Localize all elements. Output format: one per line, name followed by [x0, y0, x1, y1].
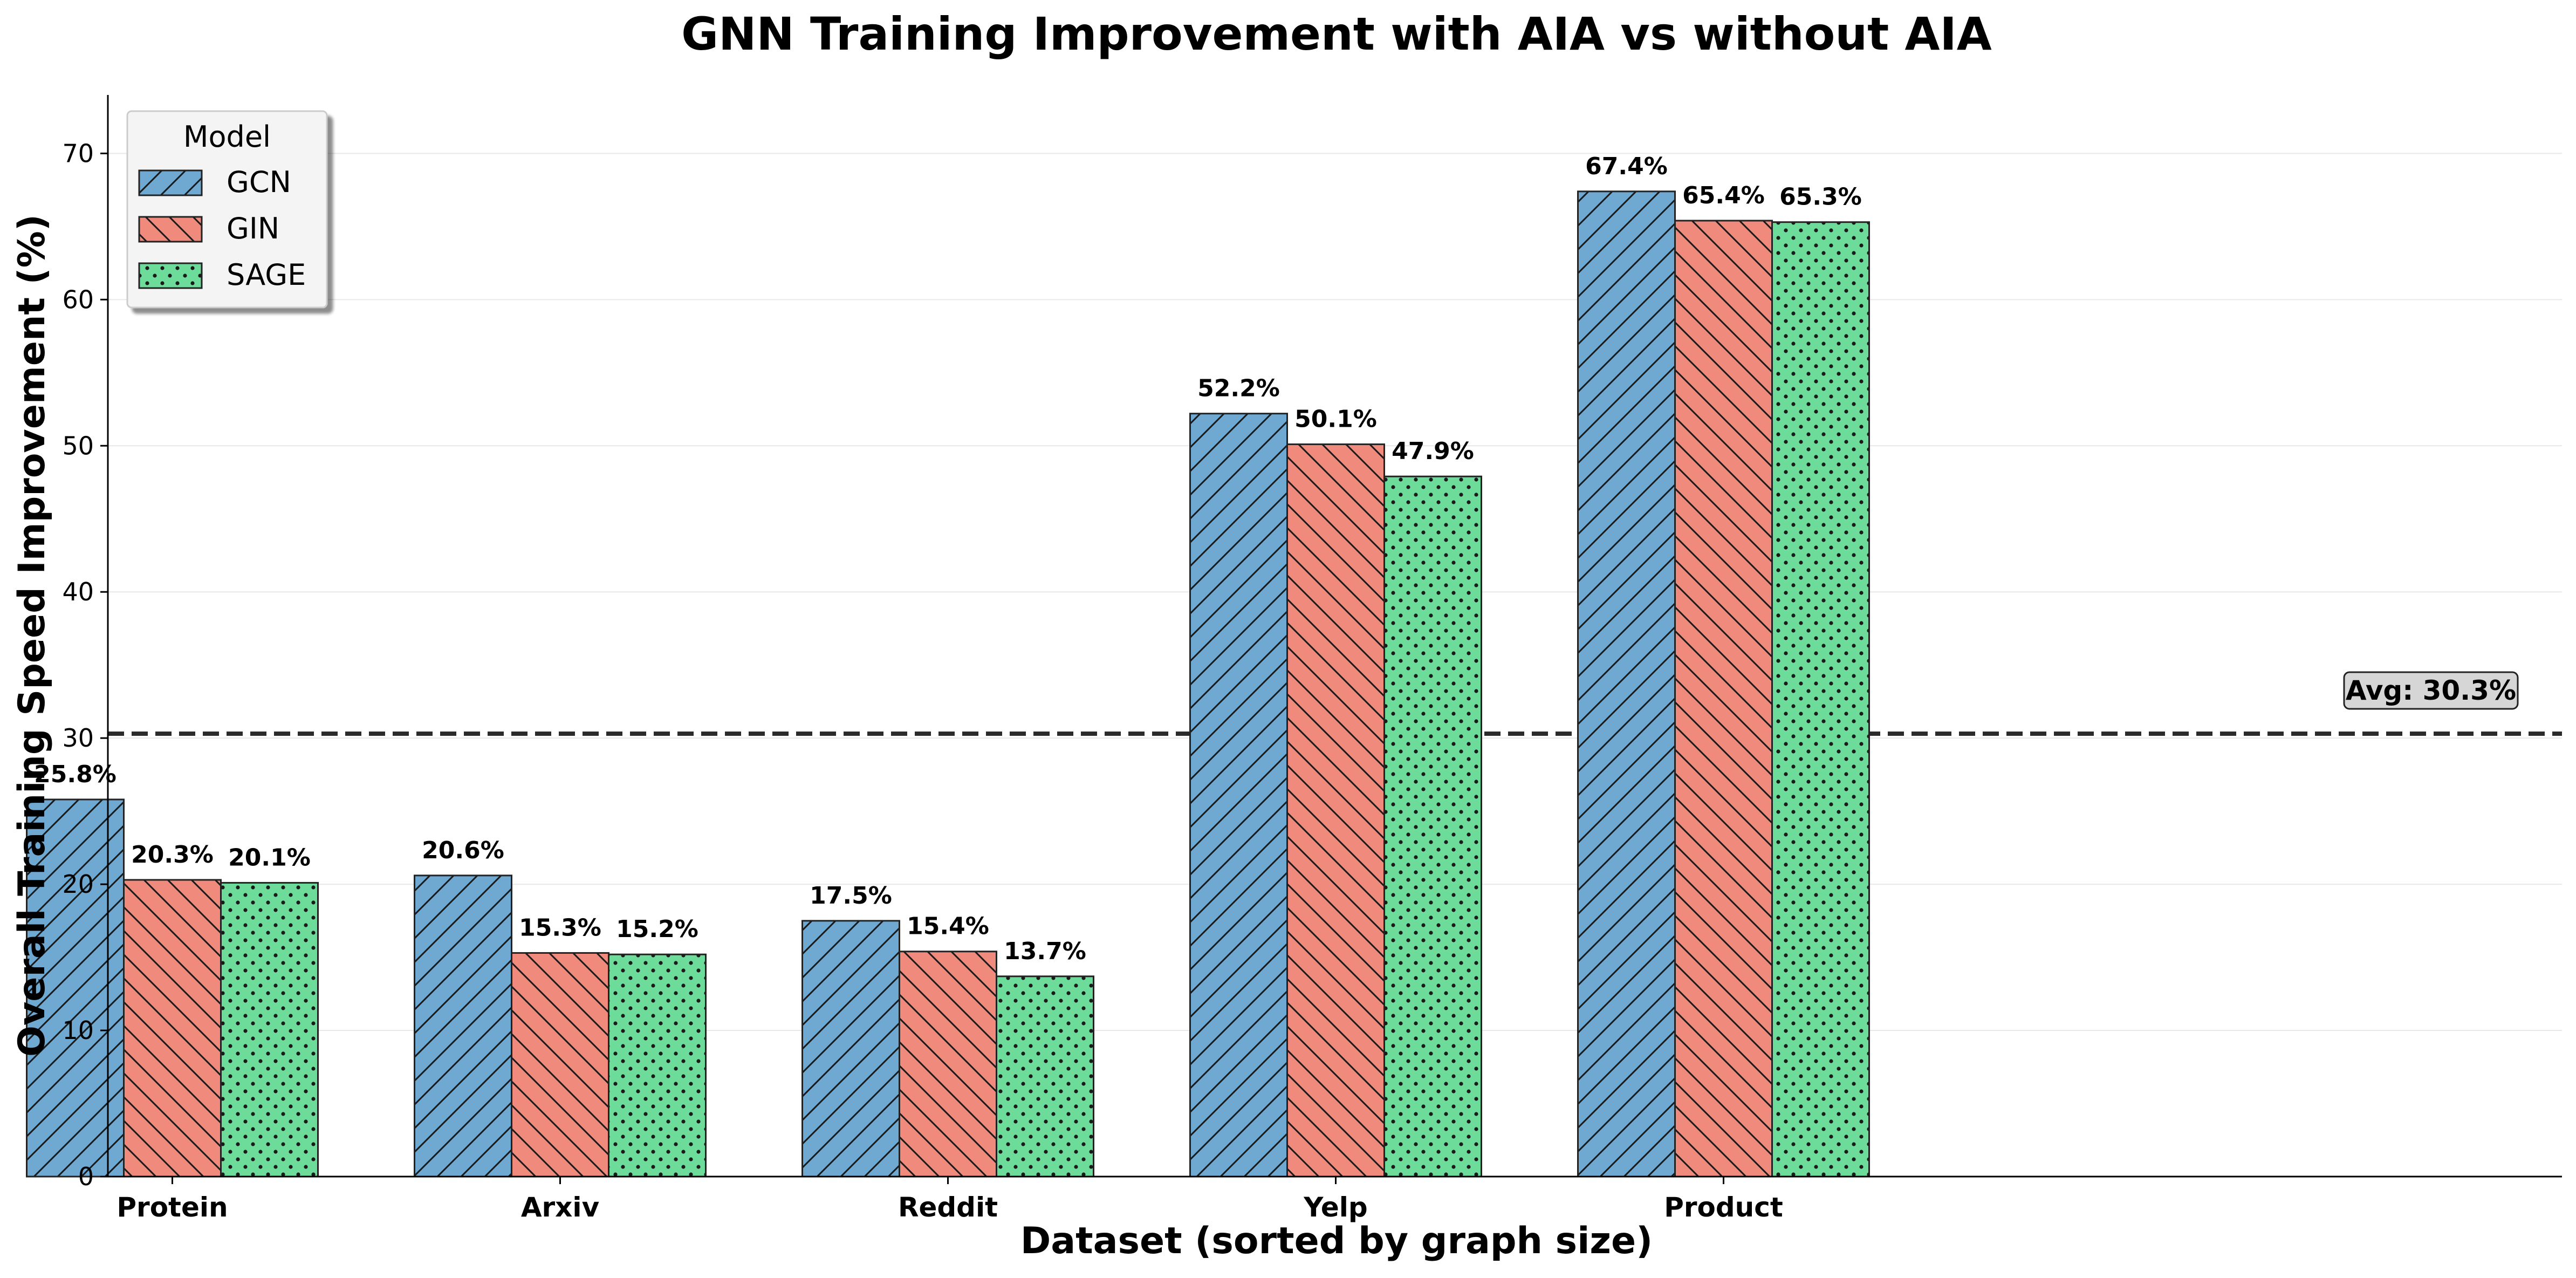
legend-frame	[126, 110, 328, 309]
bar-gcn-reddit[interactable]	[801, 920, 900, 1178]
x-tick-label-product: Product	[1664, 1192, 1783, 1223]
bar-sage-reddit[interactable]	[996, 975, 1094, 1178]
bar-gin-reddit[interactable]	[899, 951, 997, 1178]
legend[interactable]: Model GCN GIN SAGE	[126, 110, 328, 309]
bar-gcn-yelp[interactable]	[1189, 413, 1288, 1178]
y-axis-title: Overall Training Speed Improvement (%)	[11, 214, 53, 1057]
bar-value-label: 20.3%	[131, 841, 214, 869]
bar-value-label: 52.2%	[1197, 375, 1280, 402]
bar-value-label: 47.9%	[1392, 438, 1474, 465]
legend-swatch-gcn	[138, 169, 203, 196]
legend-swatch-sage	[138, 262, 203, 289]
legend-title: Model	[183, 120, 271, 154]
bar-sage-yelp[interactable]	[1383, 475, 1482, 1178]
bar-value-label: 15.4%	[907, 913, 989, 940]
bar-gin-protein[interactable]	[123, 879, 222, 1178]
y-tick-label: 0	[78, 1162, 94, 1191]
bar-value-label: 13.7%	[1004, 938, 1086, 965]
bar-sage-product[interactable]	[1771, 221, 1870, 1178]
bar-sage-protein[interactable]	[220, 881, 319, 1178]
bar-gin-yelp[interactable]	[1286, 443, 1385, 1178]
x-tick-label-arxiv: Arxiv	[521, 1192, 599, 1223]
bar-gcn-arxiv[interactable]	[414, 874, 512, 1178]
bar-gin-arxiv[interactable]	[511, 952, 609, 1178]
bar-value-label: 15.3%	[519, 914, 601, 941]
y-tick-label: 70	[62, 139, 94, 168]
average-label-box	[2343, 671, 2519, 710]
bar-value-label: 67.4%	[1585, 153, 1668, 180]
bar-value-label: 20.6%	[422, 837, 504, 864]
y-ticks: 0 10 20 30 40 50 60 70	[62, 139, 108, 1191]
x-tick-label-reddit: Reddit	[898, 1192, 998, 1223]
bar-value-label: 25.8%	[34, 761, 117, 788]
legend-label-gin: GIN	[227, 211, 279, 245]
y-tick-label: 30	[62, 723, 94, 753]
legend-label-sage: SAGE	[227, 258, 306, 292]
chart-title: GNN Training Improvement with AIA vs wit…	[681, 8, 1992, 60]
average-label-text: Avg: 30.3%	[2346, 675, 2516, 706]
y-tick-label: 60	[62, 285, 94, 314]
legend-swatch-gin	[138, 216, 203, 243]
y-tick-label: 20	[62, 870, 94, 899]
bar-value-label: 20.1%	[228, 844, 311, 871]
average-label: Avg: 30.3%	[2343, 671, 2519, 710]
bar-value-label: 15.2%	[616, 915, 698, 943]
x-tick-label-yelp: Yelp	[1303, 1192, 1367, 1223]
x-tick-label-protein: Protein	[117, 1192, 228, 1223]
bar-value-label: 65.4%	[1682, 182, 1765, 209]
bar-sage-arxiv[interactable]	[608, 953, 707, 1178]
bar-value-label: 50.1%	[1294, 406, 1377, 433]
bars	[26, 190, 1870, 1178]
legend-items: GCN GIN SAGE	[138, 165, 306, 292]
bar-gcn-product[interactable]	[1577, 190, 1676, 1178]
x-axis-title: Dataset (sorted by graph size)	[1020, 1220, 1653, 1262]
legend-label-gcn: GCN	[227, 165, 291, 199]
y-tick-label: 50	[62, 431, 94, 460]
y-tick-label: 40	[62, 577, 94, 606]
y-tick-label: 10	[62, 1016, 94, 1045]
bar-value-label: 65.3%	[1779, 183, 1862, 211]
bar-gin-product[interactable]	[1674, 220, 1773, 1178]
bar-value-label: 17.5%	[810, 882, 892, 910]
x-ticks: FlickrProteinArxivRedditYelpProduct	[117, 1177, 1783, 1223]
bar-labels: 15.0%25.8%20.6%17.5%52.2%67.4%10.1%20.3%…	[34, 153, 1862, 965]
